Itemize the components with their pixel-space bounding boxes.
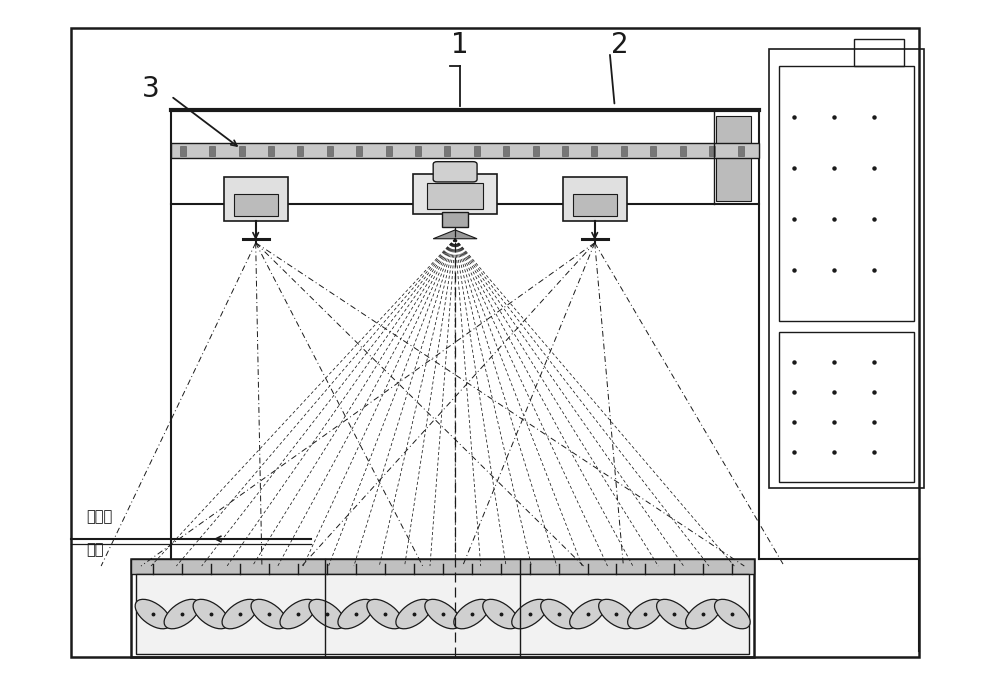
Ellipse shape [367,600,403,629]
Ellipse shape [309,600,345,629]
Bar [224,177,288,221]
Bar [680,146,686,155]
Ellipse shape [570,600,605,629]
Bar [131,559,754,574]
Polygon shape [433,230,477,239]
Bar [621,146,627,155]
Bar [562,146,568,155]
Bar [327,146,333,155]
Bar [563,177,627,221]
Bar [297,146,303,155]
Ellipse shape [164,600,200,629]
Bar [442,212,468,227]
Text: 1: 1 [451,31,469,59]
Ellipse shape [251,600,287,629]
Text: 3: 3 [142,75,160,103]
Ellipse shape [628,600,663,629]
Bar [268,146,274,155]
Bar [131,559,754,657]
Ellipse shape [193,600,229,629]
Bar [209,146,215,155]
Bar [180,146,186,155]
Bar [239,146,245,155]
FancyBboxPatch shape [433,162,477,182]
Text: 2: 2 [611,31,628,59]
Ellipse shape [541,600,576,629]
Ellipse shape [425,600,460,629]
Bar [650,146,656,155]
Bar [716,116,751,201]
Ellipse shape [512,600,547,629]
Ellipse shape [396,600,432,629]
Bar [444,146,450,155]
Bar [709,146,715,155]
Bar [738,146,744,155]
Bar [591,146,597,155]
Bar [234,194,278,216]
Bar [413,174,497,215]
Bar [854,39,904,66]
Bar [779,332,914,481]
Ellipse shape [280,600,316,629]
Bar [427,183,483,209]
Text: 平线: 平线 [86,543,104,557]
Bar [136,574,749,654]
Ellipse shape [338,600,374,629]
Ellipse shape [686,600,721,629]
Bar [533,146,539,155]
Bar [71,29,919,657]
Bar [503,146,509,155]
Ellipse shape [135,600,171,629]
Bar [769,49,924,488]
Bar [474,146,480,155]
Bar [386,146,392,155]
Ellipse shape [657,600,692,629]
Ellipse shape [454,600,489,629]
Bar [415,146,421,155]
Ellipse shape [715,600,750,629]
Ellipse shape [483,600,518,629]
Bar [779,67,914,321]
Bar [171,109,759,204]
Ellipse shape [222,600,258,629]
Ellipse shape [599,600,634,629]
Bar [356,146,362,155]
Bar [171,143,759,158]
Bar [573,194,617,216]
Text: 札制水: 札制水 [86,509,112,524]
